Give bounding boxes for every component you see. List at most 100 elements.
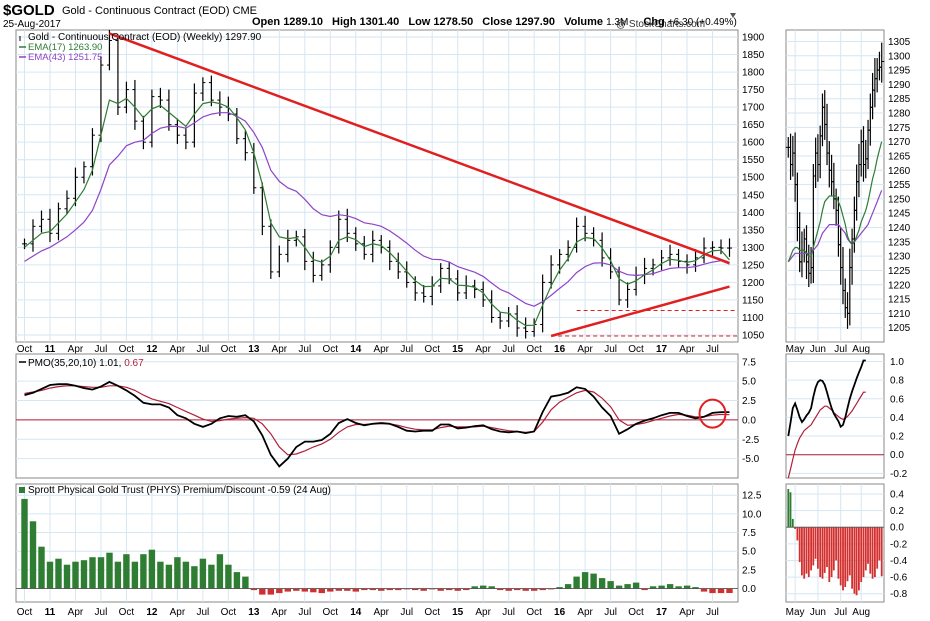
phys-bar	[522, 588, 529, 591]
phys-bar	[531, 588, 538, 591]
price-bar	[599, 232, 605, 267]
price-x-tick-label: Jul	[95, 344, 108, 355]
phys-bar	[89, 557, 96, 589]
zoom-phys-bar	[798, 527, 801, 563]
phys-bar	[140, 554, 147, 589]
price-bar	[548, 255, 554, 289]
phys-bar	[327, 588, 334, 592]
phys-title: Sprott Physical Gold Trust (PHYS) Premiu…	[28, 485, 331, 496]
zoom-price-y-tick-label: 1300	[888, 51, 911, 62]
price-bar	[55, 202, 61, 241]
phys-y-tick-label: 7.5	[742, 528, 756, 539]
price-bar	[30, 219, 36, 252]
zoom-price-x-tick-label: Jul	[834, 344, 847, 355]
price-bar	[489, 290, 495, 323]
price-bar	[268, 219, 274, 279]
price-bar	[667, 244, 673, 266]
zoom-price-y-tick-label: 1290	[888, 80, 911, 91]
phys-bar	[412, 588, 419, 591]
zoom-phys-bar	[826, 527, 828, 568]
zoom-pmo-y-tick-label: 0.4	[890, 413, 904, 424]
zoom-phys-bar	[867, 527, 869, 564]
price-x-tick-label: 15	[452, 344, 464, 355]
zoom-price-y-tick-label: 1210	[888, 309, 911, 320]
price-x-tick-label: Apr	[170, 344, 186, 355]
price-bar	[259, 182, 265, 236]
price-x-tick-label: Jul	[196, 344, 209, 355]
pmo-y-tick-label: -5.0	[742, 454, 760, 465]
price-bar	[81, 161, 87, 184]
zoom-phys-bar	[801, 527, 803, 576]
instrument-name-text: Gold - Continuous Contract (EOD)	[62, 5, 230, 17]
zoom-pmo-y-tick-label: 0.2	[890, 432, 904, 443]
price-x-tick-label: Jul	[400, 344, 413, 355]
phys-bar	[598, 578, 606, 589]
phys-bar	[225, 564, 232, 589]
phys-bar	[250, 588, 258, 591]
price-x-tick-label: Apr	[577, 344, 593, 355]
open-value: 1289.10	[283, 16, 323, 28]
zoom-phys-bar	[814, 527, 817, 559]
price-bar	[276, 245, 282, 278]
price-bar	[149, 89, 155, 148]
instrument-name: Gold - Continuous Contract (EOD) CME	[62, 5, 257, 17]
price-x-tick-label: Jul	[502, 344, 515, 355]
price-y-tick-label: 1650	[742, 120, 765, 131]
zoom-phys-bar	[871, 527, 874, 579]
phys-x-tick-label: Jul	[298, 607, 311, 618]
phys-bar	[318, 588, 325, 594]
zoom-phys-bar	[837, 527, 840, 579]
zoom-price-y-tick-label: 1230	[888, 252, 911, 263]
chart-symbol: $GOLD	[3, 2, 55, 19]
phys-x-tick-label: Apr	[577, 607, 593, 618]
price-bar	[123, 81, 129, 114]
phys-bar	[683, 585, 691, 589]
zoom-pmo-y-tick-label: 0.0	[890, 450, 904, 461]
phys-bar	[463, 588, 470, 591]
zoom-phys-bar	[848, 527, 851, 576]
ema17-legend: EMA(17) 1263.90	[28, 42, 102, 53]
zoom-phys-bar	[823, 527, 826, 573]
price-bar	[472, 279, 478, 299]
zoom-price-y-tick-label: 1250	[888, 194, 911, 205]
volume-label: Volume	[564, 16, 604, 28]
zoom-phys-bar	[832, 527, 835, 571]
price-bar	[336, 210, 342, 254]
price-y-tick-label: 1800	[742, 68, 765, 79]
price-bar	[625, 282, 631, 308]
price-x-tick-label: 14	[350, 344, 362, 355]
price-x-tick-label: Apr	[373, 344, 389, 355]
price-x-tick-label: Apr	[272, 344, 288, 355]
zoom-phys-bar	[794, 527, 796, 529]
zoom-phys-bar	[789, 492, 792, 528]
phys-bar	[131, 561, 139, 589]
price-x-tick-label: Apr	[475, 344, 491, 355]
price-y-tick-label: 1150	[742, 295, 764, 306]
zoom-phys-y-tick-label: -0.4	[890, 556, 908, 567]
phys-bar	[233, 572, 241, 589]
phys-bar	[378, 588, 385, 591]
zoom-price-bar	[879, 42, 885, 83]
phys-bar	[471, 586, 478, 589]
zoom-phys-bar	[853, 527, 856, 594]
zoom-phys-y-tick-label: 0.2	[890, 506, 904, 517]
price-x-tick-label: Jul	[706, 344, 719, 355]
phys-bar	[497, 588, 504, 591]
phys-x-tick-label: Apr	[68, 607, 84, 618]
price-x-tick-label: Oct	[628, 344, 644, 355]
zoom-phys-bar	[858, 527, 860, 591]
phys-bar	[352, 588, 359, 592]
zoom-phys-bar	[821, 527, 824, 579]
phys-bar	[717, 588, 725, 594]
phys-bar	[539, 588, 546, 591]
phys-bar	[573, 576, 580, 589]
phys-y-tick-label: 5.0	[742, 547, 756, 558]
resistance-trendline	[108, 32, 730, 265]
phys-bar	[437, 588, 444, 591]
zoom-phys-bar	[844, 527, 847, 587]
phys-bar	[199, 558, 207, 589]
price-x-tick-label: Apr	[68, 344, 84, 355]
phys-x-tick-label: Oct	[424, 607, 440, 618]
phys-x-tick-label: Jul	[196, 607, 209, 618]
